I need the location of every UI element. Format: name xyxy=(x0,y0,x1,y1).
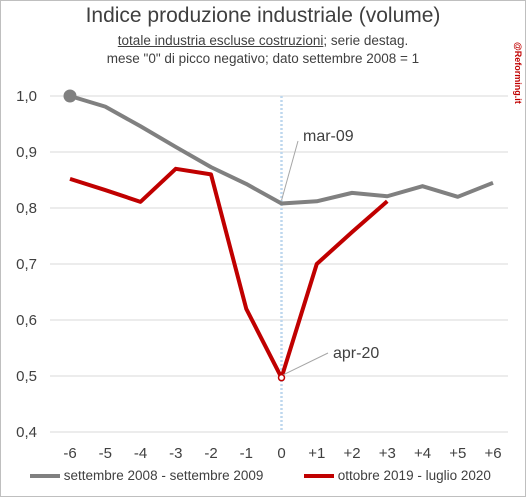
x-tick-label: -2 xyxy=(204,445,217,462)
x-tick-label: 0 xyxy=(277,445,285,462)
legend-swatch-1 xyxy=(30,474,60,479)
x-tick-label: +6 xyxy=(484,445,501,462)
legend-item-2: ottobre 2019 - luglio 2020 xyxy=(304,468,491,483)
legend-item-1: settembre 2008 - settembre 2009 xyxy=(30,468,263,483)
chart-subtitle: totale industria escluse costruzioni; se… xyxy=(0,33,526,48)
subtitle-rest: ; serie destag. xyxy=(323,33,409,48)
annotation-label: apr-20 xyxy=(333,345,379,362)
y-tick-label: 0,4 xyxy=(16,424,37,441)
y-tick-label: 0,9 xyxy=(16,144,37,161)
legend-swatch-2 xyxy=(304,474,334,479)
x-tick-label: -3 xyxy=(169,445,182,462)
x-tick-label: +2 xyxy=(343,445,360,462)
watermark: @Reforming.it xyxy=(513,42,523,104)
y-tick-label: 1,0 xyxy=(16,88,37,105)
x-tick-label: +4 xyxy=(414,445,431,462)
y-tick-label: 0,6 xyxy=(16,312,37,329)
chart-subtitle-2: mese "0" di picco negativo; dato settemb… xyxy=(106,51,420,66)
x-tick-label: -6 xyxy=(63,445,76,462)
y-tick-label: 0,7 xyxy=(16,256,37,273)
annotation-leader xyxy=(281,140,299,201)
annotation-label: mar-09 xyxy=(303,128,354,145)
x-tick-label: -1 xyxy=(240,445,253,462)
x-tick-label: +5 xyxy=(449,445,466,462)
x-tick-label: -4 xyxy=(134,445,147,462)
y-tick-label: 0,8 xyxy=(16,200,37,217)
legend-label-2: ottobre 2019 - luglio 2020 xyxy=(337,468,491,483)
legend-label-1: settembre 2008 - settembre 2009 xyxy=(63,468,264,483)
y-tick-label: 0,5 xyxy=(16,368,37,385)
x-tick-label: +1 xyxy=(308,445,325,462)
start-marker xyxy=(63,89,77,103)
subtitle-underlined: totale industria escluse costruzioni xyxy=(117,33,324,48)
annotation-leader xyxy=(283,352,329,376)
x-tick-label: +3 xyxy=(379,445,396,462)
chart-title: Indice produzione industriale (volume) xyxy=(85,4,441,27)
series-line-2 xyxy=(69,166,389,380)
x-tick-label: -5 xyxy=(99,445,112,462)
trough-marker xyxy=(277,373,286,382)
